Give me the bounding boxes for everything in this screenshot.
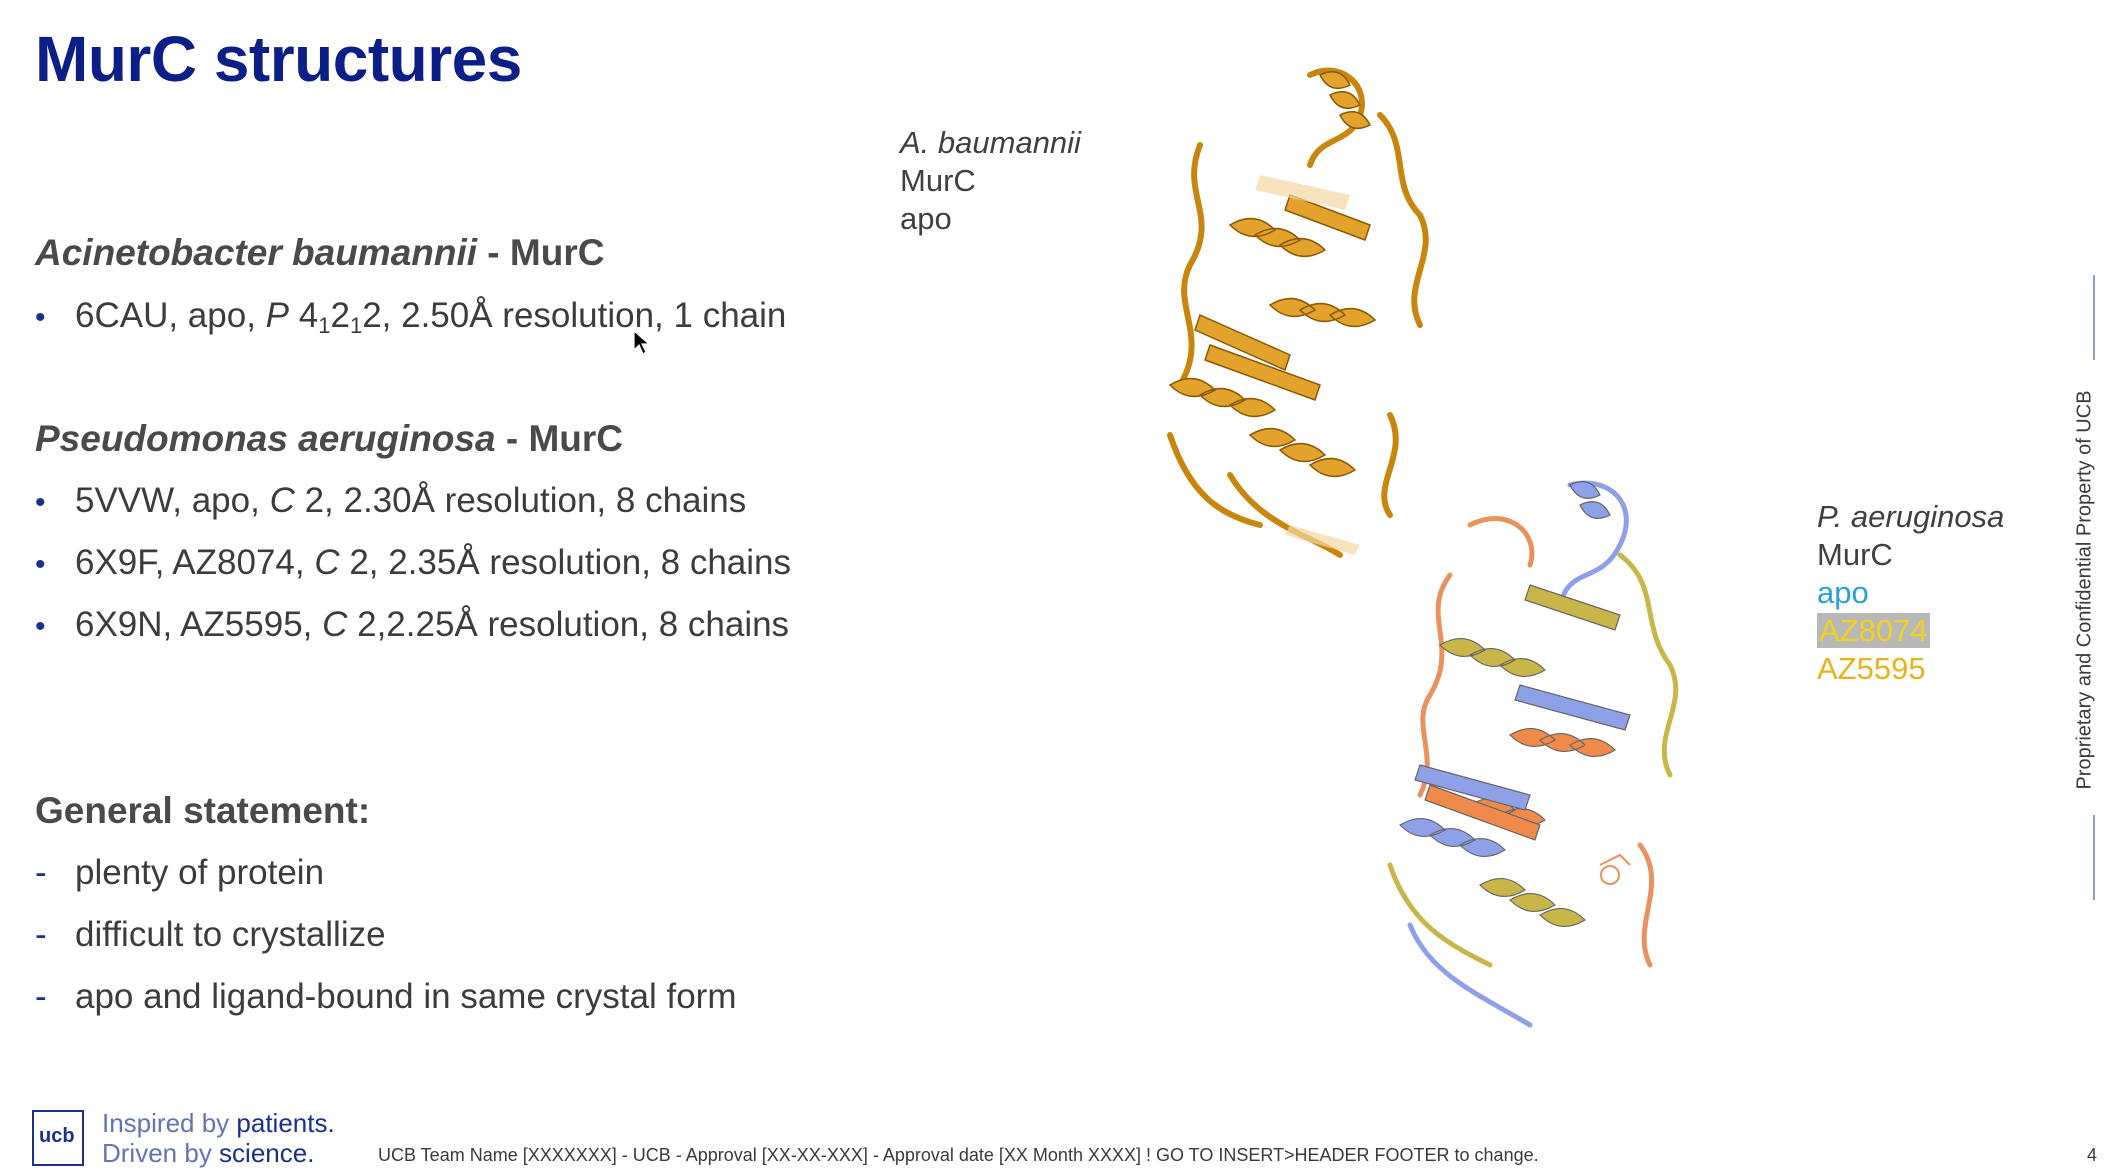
label-az8074: AZ8074 [1817, 613, 1930, 648]
bullet-6x9n: • 6X9N, AZ5595, C 2,2.25Å resolution, 8 c… [35, 605, 789, 645]
tagline: Inspired by patients. Driven by science. [102, 1108, 335, 1168]
label-organism: P. aeruginosa [1817, 499, 2005, 534]
bullet-dot: • [35, 548, 46, 581]
a-baumannii-structure-image [1167, 67, 1429, 558]
p-aeruginosa-structure-image [1387, 480, 1679, 1028]
label-state: apo [900, 201, 952, 236]
general-item-text: apo and ligand-bound in same crystal for… [75, 977, 737, 1016]
bullet-6cau: • 6CAU, apo, P 41212, 2.50Å resolution, 1… [35, 296, 786, 339]
bullet-dot: • [35, 486, 46, 519]
bullet-text: 2,2.25Å resolution, 8 chains [347, 605, 790, 644]
general-item-text: difficult to crystallize [75, 915, 386, 954]
label-apo: apo [1817, 575, 1869, 610]
bullet-text: 5VVW, apo, [75, 481, 270, 520]
general-item: - plenty of protein [35, 853, 324, 893]
label-a-baumannii: A. baumannii MurC apo [900, 124, 1081, 238]
mouse-cursor-icon [633, 330, 651, 355]
space-group-part: 4 [289, 296, 319, 335]
dash-marker: - [35, 915, 47, 954]
general-item: - difficult to crystallize [35, 915, 386, 955]
bullet-dot: • [35, 301, 46, 334]
dash-marker: - [35, 853, 47, 892]
space-group-subscript: 1 [349, 313, 363, 338]
side-divider-top [2093, 275, 2095, 360]
space-group-letter: P [265, 296, 290, 335]
slide-title: MurC structures [35, 23, 522, 95]
tagline-emphasis: patients. [236, 1108, 335, 1138]
bullet-text: 6CAU, apo, [75, 296, 266, 335]
tagline-emphasis: science. [219, 1138, 315, 1168]
footer-approval-text: UCB Team Name [XXXXXXX] - UCB - Approval… [378, 1145, 1539, 1165]
organism-name: Acinetobacter baumannii [35, 232, 478, 273]
organism-name: Pseudomonas aeruginosa [35, 418, 496, 459]
ucb-logo: ucb [32, 1110, 84, 1166]
tagline-text: Driven by [102, 1138, 220, 1168]
bullet-text: 6X9N, AZ5595, [75, 605, 323, 644]
confidential-text: Proprietary and Confidential Property of… [2073, 390, 2096, 790]
heading-suffix: - MurC [495, 418, 624, 459]
label-protein: MurC [1817, 537, 1893, 572]
space-group-subscript: 1 [318, 313, 331, 338]
side-divider-bottom [2093, 815, 2095, 900]
general-item-text: plenty of protein [75, 853, 325, 892]
page-number: 4 [2087, 1145, 2098, 1165]
label-az5595: AZ5595 [1817, 651, 1926, 686]
space-group-letter: C [322, 605, 348, 644]
bullet-text: 2, 2.35Å resolution, 8 chains [339, 543, 792, 582]
heading-suffix: - MurC [477, 232, 605, 273]
bullet-text: 6X9F, AZ8074, [75, 543, 315, 582]
label-organism: A. baumannii [900, 125, 1081, 160]
space-group-letter: C [269, 481, 295, 520]
logo-text: ucb [39, 1125, 75, 1147]
confidential-side-text: Proprietary and Confidential Property of… [2070, 385, 2100, 795]
label-protein: MurC [900, 163, 976, 198]
label-p-aeruginosa: P. aeruginosa MurC apo AZ8074 AZ5595 [1817, 498, 2004, 688]
dash-marker: - [35, 977, 47, 1016]
bullet-dot: • [35, 610, 46, 643]
space-group-part: 2 [362, 296, 382, 335]
tagline-text: Inspired by [102, 1108, 237, 1138]
bullet-text: , 2.50Å resolution, 1 chain [381, 296, 787, 335]
space-group-letter: C [314, 543, 340, 582]
general-item: - apo and ligand-bound in same crystal fo… [35, 977, 736, 1017]
general-statement-heading: General statement: [35, 790, 371, 831]
bullet-text: 2, 2.30Å resolution, 8 chains [294, 481, 747, 520]
bullet-6x9f: • 6X9F, AZ8074, C 2, 2.35Å resolution, 8 … [35, 543, 791, 583]
section-heading-acinetobacter: Acinetobacter baumannii - MurC [35, 232, 604, 274]
bullet-5vvw: • 5VVW, apo, C 2, 2.30Å resolution, 8 cha… [35, 481, 746, 521]
section-heading-pseudomonas: Pseudomonas aeruginosa - MurC [35, 418, 623, 460]
space-group-part: 2 [330, 296, 350, 335]
